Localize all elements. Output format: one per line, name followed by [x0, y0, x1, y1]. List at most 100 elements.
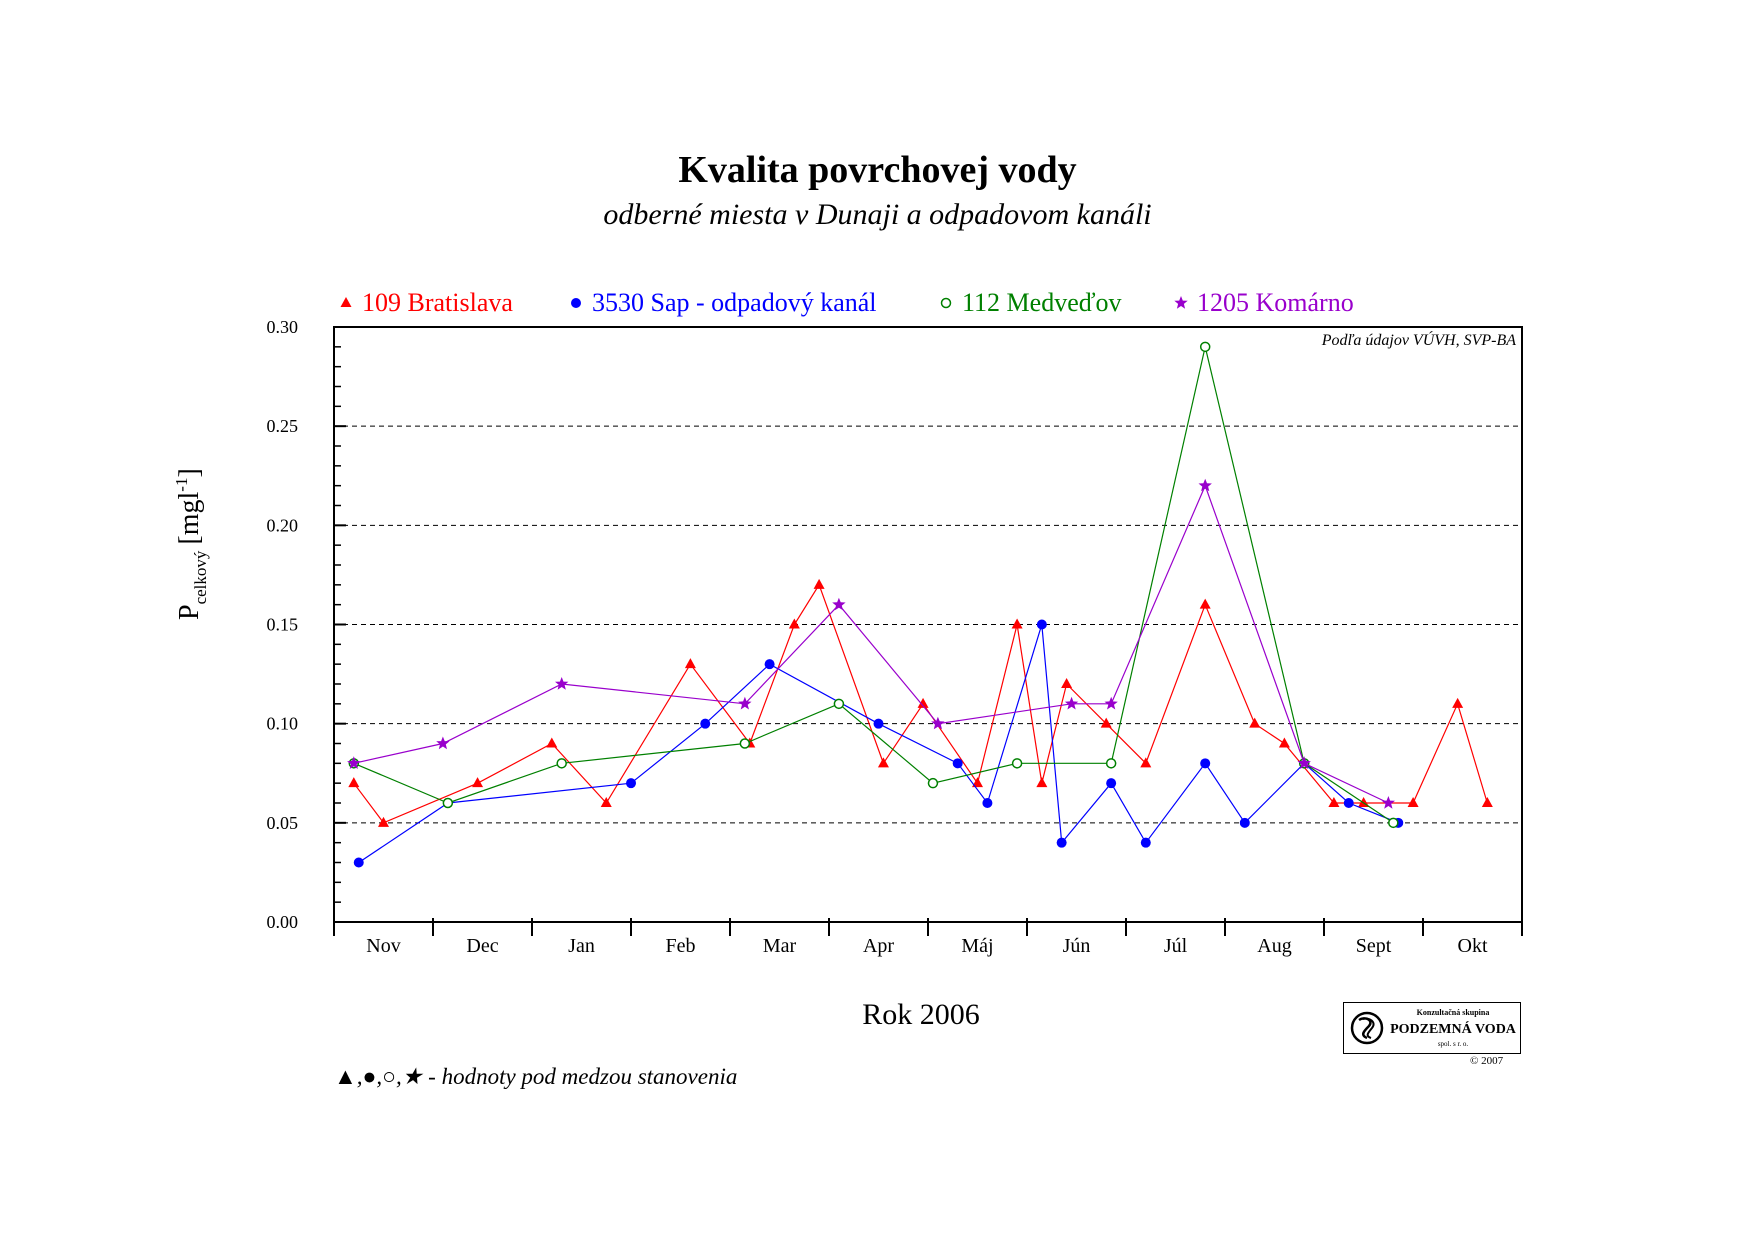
- data-point: [1036, 777, 1048, 788]
- series-112-medve-ov: [348, 341, 1399, 829]
- series-3530-sap-odpadov-kan-l: [353, 619, 1404, 868]
- data-point: [788, 618, 800, 629]
- legend-marker: [940, 297, 952, 309]
- logo-sub-text: spol. s r. o.: [1437, 1040, 1469, 1048]
- data-point: [1198, 478, 1212, 492]
- y-axis-label: Pcelkový [mgl-1]: [172, 468, 210, 620]
- x-tick-label: Nov: [366, 935, 400, 957]
- data-point: [1239, 817, 1250, 828]
- legend-marker: [571, 298, 581, 308]
- x-tick-label: Jan: [568, 935, 595, 957]
- y-tick-label: 0.10: [267, 714, 299, 734]
- y-axis-label-unit-close: ]: [174, 468, 205, 477]
- legend-item: 1205 Komárno: [1174, 288, 1354, 317]
- x-tick-label: Mar: [763, 935, 797, 957]
- legend-label: 109 Bratislava: [362, 288, 513, 317]
- data-point: [738, 696, 752, 710]
- data-point: [1036, 619, 1047, 630]
- data-point: [927, 777, 939, 789]
- data-point: [1199, 341, 1211, 353]
- x-tick-label: Apr: [863, 935, 894, 957]
- data-point: [353, 857, 364, 868]
- data-point: [739, 738, 751, 749]
- chart-title: Kvalita povrchovej vody: [678, 149, 1077, 191]
- footnote: ▲,●,○,★ - hodnoty pod medzou stanovenia: [334, 1064, 737, 1089]
- data-point: [1011, 618, 1023, 629]
- data-point: [1388, 817, 1399, 829]
- spiral-logo-icon: [1350, 1011, 1384, 1045]
- data-point: [1199, 598, 1211, 609]
- data-point: [1407, 797, 1419, 807]
- data-point: [348, 777, 360, 788]
- y-axis-label-main: P: [174, 604, 205, 620]
- x-tick-label: Júl: [1164, 935, 1188, 957]
- data-point: [1106, 778, 1117, 789]
- y-tick-label: 0.30: [267, 317, 299, 337]
- legend-item: 3530 Sap - odpadový kanál: [571, 288, 877, 317]
- series-109-bratislava: [348, 578, 1493, 827]
- data-point: [472, 777, 484, 788]
- series-layer: [347, 341, 1493, 868]
- data-point: [378, 816, 389, 827]
- y-tick-label: 0.20: [267, 515, 299, 535]
- data-point: [1100, 717, 1112, 728]
- data-point: [347, 756, 361, 769]
- data-point: [1343, 798, 1354, 808]
- x-tick-label: Jún: [1063, 935, 1091, 957]
- data-point: [1297, 756, 1311, 769]
- data-point: [1011, 758, 1023, 769]
- data-point: [832, 597, 846, 611]
- data-point: [1061, 678, 1073, 688]
- x-tick-label: Sept: [1356, 935, 1392, 957]
- data-point: [813, 578, 825, 589]
- data-point: [700, 718, 711, 729]
- data-point: [555, 677, 569, 690]
- y-tick-label: 0.00: [267, 912, 299, 932]
- legend-label: 1205 Komárno: [1197, 288, 1354, 317]
- legend-label: 112 Medveďov: [962, 288, 1122, 317]
- data-point: [1104, 696, 1118, 710]
- data-point: [982, 798, 993, 808]
- data-point: [546, 737, 558, 748]
- y-tick-label: 0.05: [267, 813, 299, 833]
- logo-small-text: Konzultačná skupina: [1416, 1008, 1490, 1017]
- data-point: [972, 777, 983, 788]
- data-point: [931, 716, 945, 730]
- data-point: [442, 797, 454, 809]
- y-tick-label: 0.25: [267, 416, 299, 436]
- chart-subtitle: odberné miesta v Dunaji a odpadovom kaná…: [603, 198, 1152, 231]
- data-point: [877, 757, 889, 768]
- data-point: [684, 658, 696, 669]
- y-axis-label-subscript: celkový: [191, 550, 210, 604]
- x-tick-label: Aug: [1257, 935, 1291, 957]
- y-tick-label: 0.15: [267, 615, 299, 635]
- legend-marker: [1174, 296, 1188, 309]
- series-line: [353, 346, 1394, 824]
- x-tick-label: Máj: [961, 935, 993, 957]
- logo-copyright: © 2007: [1470, 1055, 1504, 1067]
- series-line: [353, 484, 1389, 804]
- legend-marker: [340, 297, 352, 307]
- data-point: [1064, 696, 1079, 710]
- legend-item: 112 Medveďov: [940, 288, 1122, 317]
- data-point: [917, 697, 929, 708]
- data-point: [1381, 796, 1395, 809]
- x-tick-label: Feb: [666, 935, 696, 957]
- x-tick-label: Dec: [466, 935, 498, 957]
- logo-company-name: PODZEMNÁ VODA: [1390, 1022, 1516, 1037]
- data-point: [626, 778, 636, 789]
- data-point: [436, 736, 450, 750]
- data-point: [1200, 758, 1211, 769]
- data-point: [1105, 758, 1117, 769]
- source-note: Podľa údajov VÚVH, SVP-BA: [1321, 330, 1516, 349]
- data-point: [1140, 757, 1152, 768]
- legend-label: 3530 Sap - odpadový kanál: [592, 288, 877, 317]
- data-point: [1481, 797, 1493, 807]
- data-point: [833, 698, 845, 710]
- grid-lines: [334, 425, 1522, 824]
- data-point: [1278, 737, 1290, 748]
- company-logo: Konzultačná skupina PODZEMNÁ VODA spol. …: [1343, 1002, 1521, 1054]
- data-point: [1056, 837, 1067, 848]
- data-point: [1328, 797, 1340, 807]
